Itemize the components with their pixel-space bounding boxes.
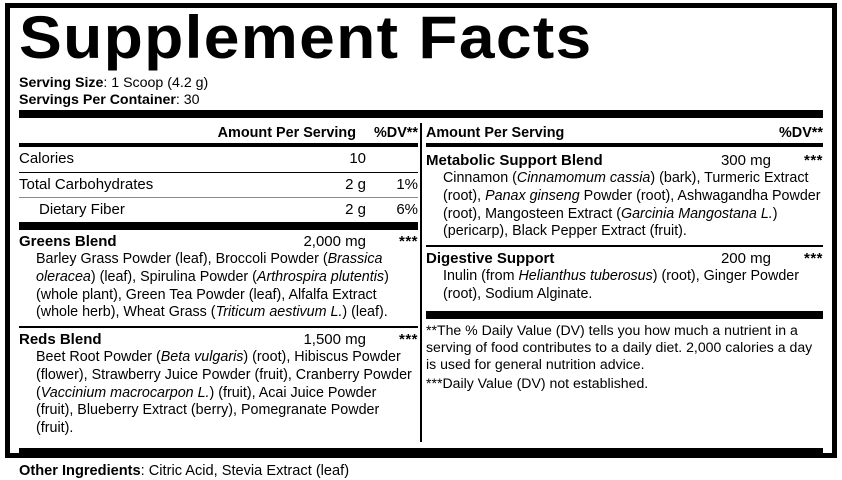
- header-percent-dv: %DV**: [779, 125, 823, 142]
- blend-amount: 2,000 mg: [303, 233, 366, 251]
- header-amount-per-serving: Amount Per Serving: [425, 125, 565, 142]
- other-ingredients-label: Other Ingredients: [19, 462, 141, 479]
- blend-header-digestive-support: Digestive Support 200 mg ***: [426, 247, 823, 268]
- blend-dv: ***: [803, 250, 823, 268]
- blend-header-greens: Greens Blend 2,000 mg ***: [19, 230, 418, 251]
- row-divider-hairline: [19, 197, 418, 199]
- blend-name: Reds Blend: [19, 331, 102, 349]
- blend-ingredients-reds: Beet Root Powder (Beta vulgaris) (root),…: [36, 349, 412, 436]
- footnote-dv-not-established: ***Daily Value (DV) not established.: [425, 375, 649, 392]
- blend-header-metabolic-support: Metabolic Support Blend 300 mg ***: [426, 149, 823, 170]
- right-column-header: Amount Per Serving %DV**: [426, 123, 823, 143]
- nutrient-name: Calories: [19, 150, 75, 168]
- nutrient-amount: 2 g: [345, 201, 366, 219]
- supplement-facts-label: Supplement Facts Serving Size: 1 Scoop (…: [5, 3, 837, 479]
- column-left: Amount Per Serving %DV** Calories 10 Tot…: [19, 123, 418, 441]
- nutrient-dv: 6%: [396, 201, 418, 219]
- row-divider: [19, 171, 418, 173]
- blend-ingredients-digestive-support: Inulin (from Helianthus tuberosus) (root…: [442, 268, 799, 303]
- servings-per-container-label: Servings Per Container: [19, 92, 176, 109]
- blend-dv: ***: [398, 331, 418, 349]
- nutrient-amount: 2 g: [345, 175, 366, 193]
- left-column-header: Amount Per Serving %DV**: [19, 123, 418, 143]
- serving-info: Serving Size: 1 Scoop (4.2 g) Servings P…: [19, 75, 823, 111]
- divider-before-footnotes: [425, 310, 823, 319]
- nutrient-name: Dietary Fiber: [39, 201, 125, 219]
- column-right: Amount Per Serving %DV** Metabolic Suppo…: [425, 123, 823, 441]
- divider-under-left-header: [19, 143, 418, 148]
- divider-before-greens-blend: [19, 222, 418, 231]
- blend-name: Metabolic Support Blend: [425, 152, 603, 170]
- other-ingredients-value: : Citric Acid, Stevia Extract (leaf): [140, 462, 350, 479]
- blend-ingredients-greens: Barley Grass Powder (leaf), Broccoli Pow…: [36, 251, 389, 321]
- servings-per-container-value: : 30: [175, 92, 200, 109]
- divider-before-other-ingredients: [19, 447, 823, 456]
- blend-name: Digestive Support: [425, 250, 555, 268]
- nutrient-dv: 1%: [396, 175, 418, 193]
- servings-per-container-line: Servings Per Container: 30: [19, 92, 823, 110]
- divider-before-digestive-support: [425, 245, 823, 248]
- blend-amount: 1,500 mg: [303, 331, 366, 349]
- table-row: Calories 10: [19, 147, 418, 171]
- divider-before-reds-blend: [19, 325, 418, 329]
- serving-size-line: Serving Size: 1 Scoop (4.2 g): [19, 75, 823, 93]
- blend-amount: 200 mg: [720, 250, 771, 268]
- blend-ingredients-metabolic-support: Cinnamon (Cinnamomum cassia) (bark), Tur…: [442, 170, 821, 240]
- blend-dv: ***: [398, 233, 418, 251]
- table-row: Total Carbohydrates 2 g 1%: [19, 173, 418, 197]
- serving-size-value: : 1 Scoop (4.2 g): [103, 74, 209, 91]
- blend-amount: 300 mg: [720, 152, 771, 170]
- blend-dv: ***: [803, 152, 823, 170]
- serving-size-label: Serving Size: [19, 74, 104, 91]
- nutrient-amount: 10: [349, 150, 366, 168]
- divider-thick-top: [19, 110, 823, 119]
- blend-name: Greens Blend: [19, 233, 117, 251]
- nutrition-table: Amount Per Serving %DV** Calories 10 Tot…: [19, 123, 823, 442]
- table-row: Dietary Fiber 2 g 6%: [19, 198, 418, 222]
- nutrient-name: Total Carbohydrates: [19, 175, 154, 193]
- other-ingredients: Other Ingredients: Citric Acid, Stevia E…: [19, 456, 823, 480]
- footnote-daily-value: **The % Daily Value (DV) tells you how m…: [425, 321, 813, 372]
- header-percent-dv: %DV**: [374, 125, 418, 142]
- header-amount-per-serving: Amount Per Serving: [217, 125, 356, 142]
- divider-under-right-header: [425, 143, 823, 148]
- page-title: Supplement Facts: [19, 4, 593, 71]
- blend-header-reds: Reds Blend 1,500 mg ***: [19, 328, 418, 349]
- column-divider: [420, 123, 422, 442]
